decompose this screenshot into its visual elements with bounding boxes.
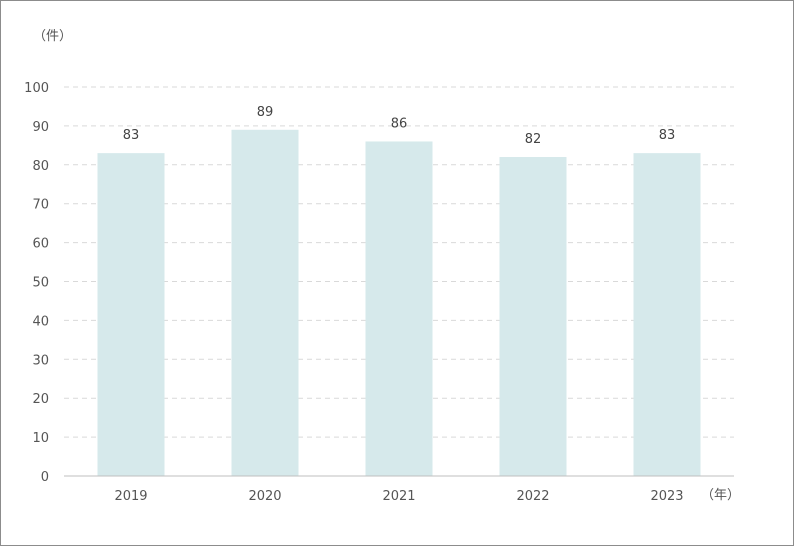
data-label-2023: 83 — [659, 128, 676, 143]
y-unit-label: （件） — [33, 29, 72, 44]
data-label-2020: 89 — [257, 105, 274, 120]
bar-2020 — [231, 129, 299, 477]
y-tick-label: 10 — [32, 431, 49, 446]
bar-2022 — [499, 157, 567, 476]
x-tick-labels: 2019 2020 2021 2022 2023 — [114, 489, 683, 504]
x-tick-label-2023: 2023 — [650, 489, 683, 504]
y-tick-label: 40 — [32, 314, 49, 329]
y-tick-label: 60 — [32, 237, 49, 252]
data-label-2019: 83 — [123, 128, 140, 143]
data-labels: 83 89 86 82 83 — [123, 105, 676, 147]
y-tick-label: 90 — [32, 120, 49, 135]
data-label-2021: 86 — [391, 116, 408, 131]
y-tick-label: 30 — [32, 353, 49, 368]
data-label-2022: 82 — [525, 132, 542, 147]
bar-2021 — [365, 141, 433, 476]
y-tick-labels: 0 10 20 30 40 50 60 70 80 90 100 — [24, 81, 49, 485]
y-tick-label: 80 — [32, 159, 49, 174]
y-tick-label: 100 — [24, 81, 49, 96]
bar-2023 — [633, 153, 701, 476]
y-tick-label: 20 — [32, 392, 49, 407]
x-tick-label-2020: 2020 — [248, 489, 281, 504]
y-tick-label: 70 — [32, 198, 49, 213]
x-tick-label-2021: 2021 — [382, 489, 415, 504]
bar-2019 — [97, 153, 165, 476]
x-unit-label: （年） — [701, 488, 740, 503]
bars — [97, 129, 701, 477]
x-tick-label-2022: 2022 — [516, 489, 549, 504]
y-tick-label: 0 — [41, 470, 49, 485]
y-tick-label: 50 — [32, 276, 49, 291]
x-tick-label-2019: 2019 — [114, 489, 147, 504]
